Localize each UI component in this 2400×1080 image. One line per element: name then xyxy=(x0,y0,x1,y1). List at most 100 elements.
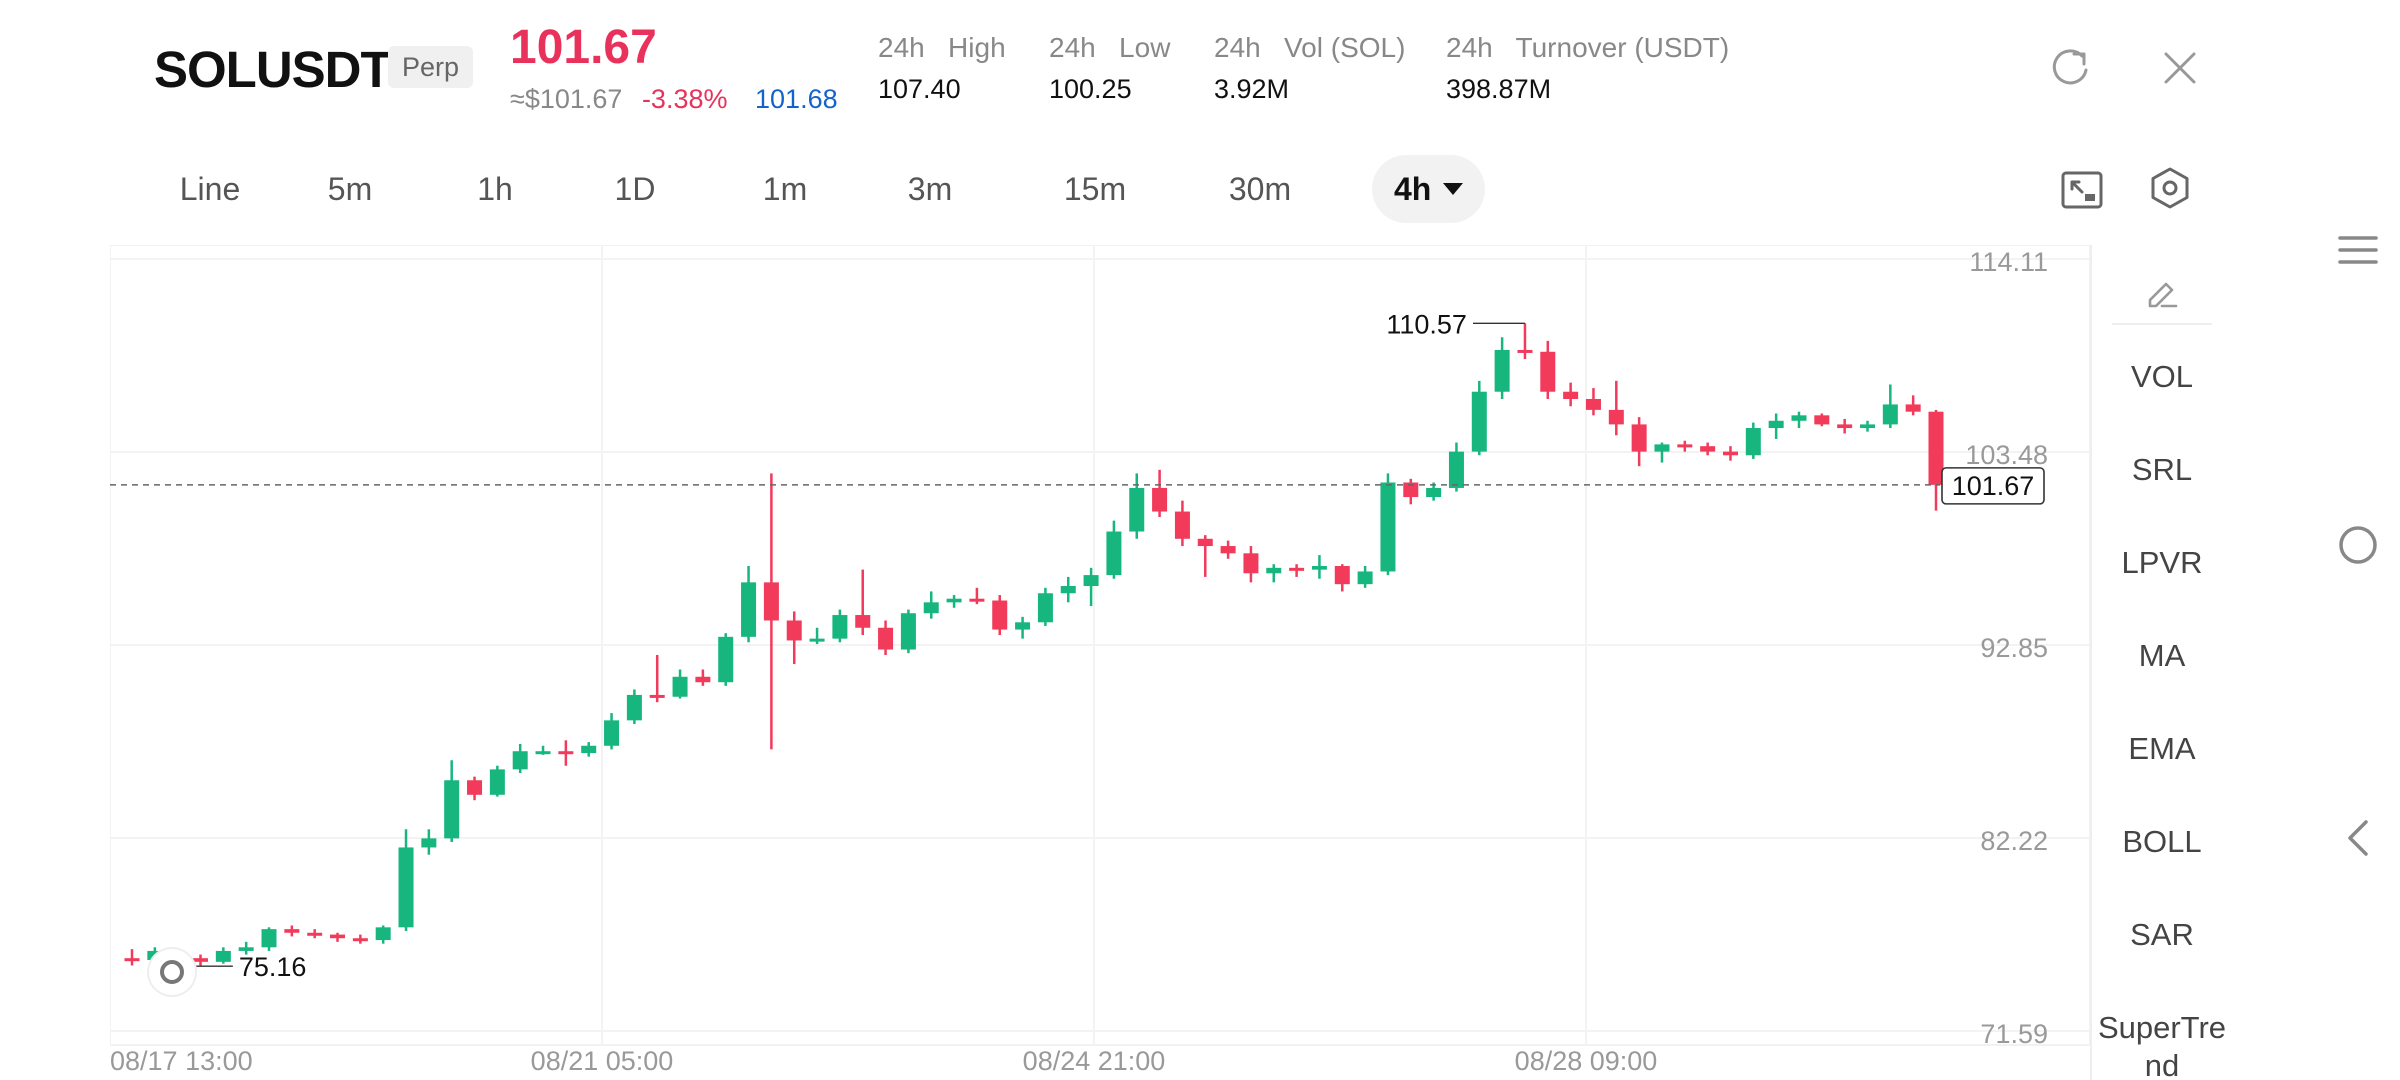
candle-body xyxy=(1311,566,1327,570)
candle-body xyxy=(124,958,140,962)
timeframe-1h[interactable]: 1h xyxy=(477,171,513,207)
candle-body xyxy=(718,636,734,683)
candle-body xyxy=(1334,566,1350,585)
candle-body xyxy=(1060,585,1076,594)
candle-body xyxy=(1882,404,1898,425)
x-tick-label: 08/24 21:00 xyxy=(1023,1046,1166,1076)
indicator-srl[interactable]: SRL xyxy=(2131,452,2193,487)
candle-body xyxy=(1928,411,1944,485)
candle-body xyxy=(1380,482,1396,572)
candle-body xyxy=(809,638,825,642)
back-chevron-icon[interactable] xyxy=(2328,808,2388,868)
symbol-title[interactable]: SOLUSDT xyxy=(154,41,392,98)
candle-body xyxy=(1174,511,1190,539)
candle-body xyxy=(1357,571,1373,585)
fullscreen-icon[interactable] xyxy=(2050,158,2114,222)
stat-label: 24h Low xyxy=(1049,32,1171,63)
candle-body xyxy=(1608,409,1624,425)
timeframe-1d[interactable]: 1D xyxy=(614,171,656,207)
settings-icon[interactable] xyxy=(2138,156,2202,220)
x-tick-label: 08/21 05:00 xyxy=(531,1046,674,1076)
candle-body xyxy=(649,694,665,698)
candle-body xyxy=(626,694,642,721)
candle-body xyxy=(878,627,894,650)
stat-24h-vol: 24h Vol (SOL) 3.92M xyxy=(1214,32,1405,105)
candle-body xyxy=(1722,451,1738,456)
indicator-ma[interactable]: MA xyxy=(2138,638,2186,673)
close-icon[interactable] xyxy=(2148,36,2212,100)
y-tick-label: 103.48 xyxy=(1965,440,2048,470)
timeframe-line[interactable]: Line xyxy=(179,171,241,207)
price-subline: ≈$101.67 -3.38% 101.68 xyxy=(510,84,838,115)
candle-body xyxy=(604,720,620,746)
usd-price: ≈$101.67 xyxy=(510,84,623,114)
stat-label: 24h Turnover (USDT) xyxy=(1446,32,1730,63)
candle-body xyxy=(307,932,323,936)
indicator-supertrend[interactable]: SuperTrend xyxy=(2097,1010,2227,1080)
candle-body xyxy=(1220,546,1236,554)
candle-body xyxy=(1768,420,1784,429)
indicator-vol[interactable]: VOL xyxy=(2130,359,2194,394)
candle-body xyxy=(261,929,277,948)
last-price-label: 101.67 xyxy=(1952,471,2035,501)
candle-body xyxy=(1243,553,1259,574)
y-tick-label: 114.11 xyxy=(1969,247,2048,277)
candle-body xyxy=(238,947,254,951)
timeframe-5m[interactable]: 5m xyxy=(327,171,373,207)
candle-body xyxy=(1563,391,1579,399)
candle-body xyxy=(786,620,802,641)
indicator-ema[interactable]: EMA xyxy=(2128,731,2196,766)
candle-body xyxy=(1585,398,1601,410)
candle-body xyxy=(969,598,985,602)
candle-body xyxy=(1859,424,1875,429)
change-percent: -3.38% xyxy=(641,84,728,114)
candlestick-chart[interactable]: 114.11 103.48 92.85 82.22 71.59 08/17 13:00 08… xyxy=(110,245,2090,1080)
refresh-icon[interactable] xyxy=(2038,36,2102,100)
plot-frame xyxy=(110,245,2090,1046)
indicator-lpvr[interactable]: LPVR xyxy=(2121,545,2203,580)
high-label: 110.57 xyxy=(1386,309,1467,339)
candle-body xyxy=(1152,487,1168,512)
candle-body xyxy=(946,598,962,603)
candle-body xyxy=(1540,351,1556,392)
candle-body xyxy=(1791,415,1807,421)
candle-body xyxy=(1129,487,1145,532)
brand-logo-icon xyxy=(160,960,184,984)
timeframe-3m[interactable]: 3m xyxy=(907,171,953,207)
candle-body xyxy=(375,927,391,941)
stat-24h-turnover: 24h Turnover (USDT) 398.87M xyxy=(1446,32,1729,105)
candle-body xyxy=(330,934,346,939)
candle-body xyxy=(1745,428,1761,456)
candle-body xyxy=(558,751,574,755)
candle-body xyxy=(1083,575,1099,586)
draw-tool-icon[interactable] xyxy=(2112,265,2212,325)
candle-body xyxy=(832,615,848,639)
stat-value: 3.92M xyxy=(1214,74,1290,104)
timeframe-15m[interactable]: 15m xyxy=(1063,171,1127,207)
indicator-boll[interactable]: BOLL xyxy=(2122,824,2202,859)
indicator-sar[interactable]: SAR xyxy=(2130,917,2194,952)
candle-body xyxy=(1106,531,1122,576)
mark-price: 101.68 xyxy=(755,84,838,114)
x-tick-label: 08/28 09:00 xyxy=(1515,1046,1658,1076)
candle-body xyxy=(421,838,437,848)
timeframe-30m[interactable]: 30m xyxy=(1228,171,1292,207)
timeframe-dropdown[interactable]: 4h xyxy=(1372,155,1486,223)
contract-type-badge: Perp xyxy=(388,46,474,88)
home-circle-icon[interactable] xyxy=(2328,515,2388,575)
candle-body xyxy=(535,751,551,755)
stat-value: 107.40 xyxy=(878,74,961,104)
timeframe-1m[interactable]: 1m xyxy=(762,171,808,207)
candle-body xyxy=(1905,404,1921,412)
candle-body xyxy=(1266,567,1282,574)
candle-body xyxy=(1494,349,1510,392)
candle-body xyxy=(1037,593,1053,623)
indicator-panel: VOL SRL LPVR MA EMA BOLL SAR SuperTrend xyxy=(2090,245,2230,1080)
y-tick-label: 82.22 xyxy=(1980,826,2048,856)
low-label: 75.16 xyxy=(239,952,307,982)
candle-body xyxy=(855,615,871,628)
stat-label: 24h High xyxy=(878,32,1006,63)
menu-icon[interactable] xyxy=(2328,220,2388,280)
candle-body xyxy=(1677,444,1693,448)
